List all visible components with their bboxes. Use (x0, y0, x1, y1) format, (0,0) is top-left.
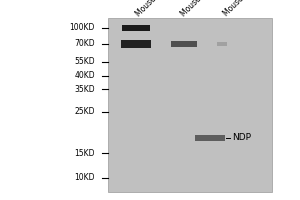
Text: 15KD: 15KD (74, 148, 95, 158)
Text: 70KD: 70KD (74, 40, 95, 48)
Text: Mouse heart: Mouse heart (178, 0, 219, 18)
Text: Mouse eye: Mouse eye (222, 0, 257, 18)
Bar (122, 25, 150, 31)
Bar (108, 18, 272, 192)
Text: 100KD: 100KD (70, 23, 95, 32)
Bar (121, 40, 151, 48)
Text: 55KD: 55KD (74, 58, 95, 66)
Bar (217, 42, 227, 46)
Bar (171, 41, 197, 47)
Text: 35KD: 35KD (74, 84, 95, 94)
Text: 10KD: 10KD (74, 173, 95, 182)
Text: 25KD: 25KD (74, 108, 95, 116)
Bar (195, 135, 225, 141)
Text: Mouse liver: Mouse liver (134, 0, 171, 18)
Text: 40KD: 40KD (74, 72, 95, 80)
Text: NDP: NDP (232, 134, 251, 142)
